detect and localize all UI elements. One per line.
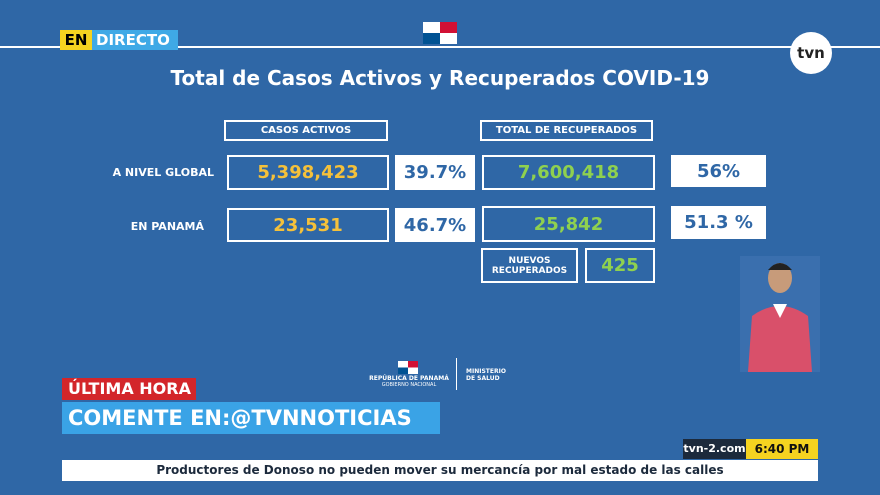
pct-cell: 39.7% <box>395 155 475 190</box>
ministry: MINISTERIO DE SALUD <box>466 368 506 382</box>
interpreter <box>740 256 820 372</box>
pct-cell: 56% <box>671 155 766 187</box>
title: Total de Casos Activos y Recuperados COV… <box>170 66 710 90</box>
live-prefix: EN <box>60 30 92 50</box>
active-cell: 5,398,423 <box>227 155 389 190</box>
headline: COMENTE EN:@TVNNOTICIAS <box>62 402 440 434</box>
recovered-cell: 7,600,418 <box>482 155 655 190</box>
ticker: Productores de Donoso no pueden mover su… <box>62 460 818 481</box>
gov-flag <box>398 361 418 374</box>
logo: tvn <box>790 32 832 74</box>
site: tvn-2.com <box>683 439 746 459</box>
row-label: EN PANAMÁ <box>130 220 204 233</box>
new-recovered-label: NUEVOS RECUPERADOS <box>481 248 578 283</box>
recovered-cell: 25,842 <box>482 206 655 242</box>
breaking-tag: ÚLTIMA HORA <box>62 378 196 400</box>
active-cell: 23,531 <box>227 208 389 242</box>
flag <box>423 22 457 44</box>
column-header: CASOS ACTIVOS <box>224 120 388 141</box>
pct-cell: 51.3 % <box>671 206 766 239</box>
live-label: DIRECTO <box>92 30 178 50</box>
column-header: TOTAL DE RECUPERADOS <box>480 120 653 141</box>
gov-sub: GOBIERNO NACIONAL <box>381 382 437 388</box>
clock: 6:40 PM <box>746 439 818 459</box>
logo-divider <box>456 358 457 390</box>
top-rule <box>0 46 880 48</box>
pct-cell: 46.7% <box>395 208 475 242</box>
gov-name: REPÚBLICA DE PANAMÁ <box>369 375 449 382</box>
row-label: A NIVEL GLOBAL <box>112 166 214 179</box>
new-recovered-cell: 425 <box>585 248 655 283</box>
